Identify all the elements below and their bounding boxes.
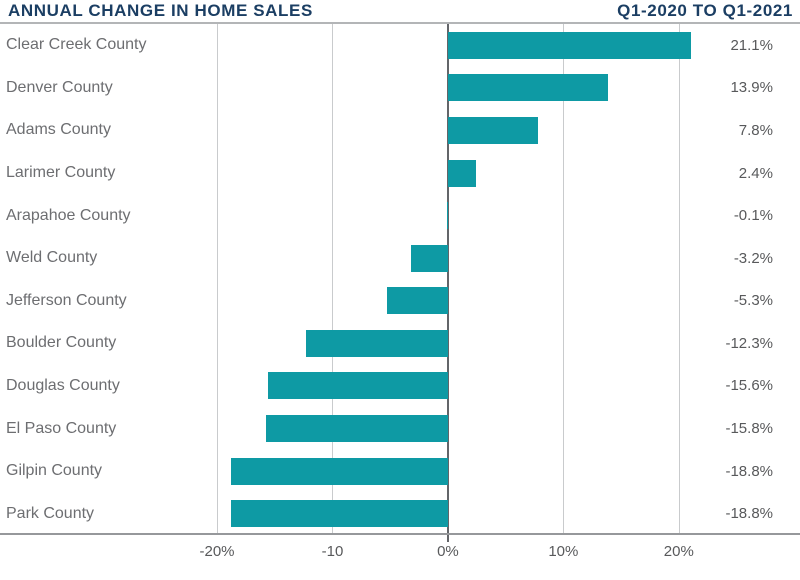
value-label-weld-county: -3.2% (733, 249, 773, 267)
x-tick-label-10: 10% (548, 543, 579, 560)
x-tick-label-20: 20% (663, 543, 694, 560)
category-label-jefferson-county: Jefferson County (6, 291, 127, 309)
value-label-arapahoe-county: -0.1% (733, 207, 773, 225)
zero-axis-line (446, 24, 449, 533)
gridline--20 (217, 24, 219, 533)
gridline-10 (563, 24, 565, 533)
bar-jefferson-county (386, 287, 448, 315)
value-label-clear-creek-county: 21.1% (730, 36, 773, 54)
value-label-denver-county: 13.9% (730, 79, 773, 97)
category-label-douglas-county: Douglas County (6, 376, 120, 394)
x-tick-label--10: -10 (321, 543, 344, 560)
category-label-denver-county: Denver County (6, 78, 113, 96)
bar-adams-county (447, 116, 538, 144)
category-label-park-county: Park County (6, 504, 95, 522)
category-label-adams-county: Adams County (6, 121, 111, 139)
chart-header: ANNUAL CHANGE IN HOME SALES Q1-2020 TO Q… (0, 0, 800, 24)
bar-clear-creek-county (447, 31, 692, 59)
category-label-larimer-county: Larimer County (6, 164, 116, 182)
chart-subtitle: Q1-2020 TO Q1-2021 (617, 1, 793, 20)
value-label-douglas-county: -15.6% (725, 377, 773, 395)
value-label-el-paso-county: -15.8% (725, 420, 773, 438)
gridline--10 (332, 24, 334, 533)
category-label-weld-county: Weld County (6, 249, 98, 267)
chart-plot-area: Clear Creek County 21.1% Denver County 13.9… (0, 24, 800, 535)
bar-larimer-county (447, 159, 476, 187)
category-label-el-paso-county: El Paso County (6, 419, 117, 437)
chart-title: ANNUAL CHANGE IN HOME SALES (8, 1, 313, 20)
zero-axis-tick (446, 535, 449, 542)
category-label-arapahoe-county: Arapahoe County (6, 206, 131, 224)
x-tick-label--20: -20% (199, 543, 235, 560)
bar-douglas-county (267, 372, 448, 400)
bar-weld-county (410, 244, 448, 272)
bar-gilpin-county (230, 457, 448, 485)
x-axis: -20% -10 0% 10% 20% (0, 535, 800, 576)
bar-arapahoe-county (446, 202, 448, 230)
category-label-clear-creek-county: Clear Creek County (6, 36, 147, 54)
bar-el-paso-county (265, 415, 448, 443)
value-label-park-county: -18.8% (725, 505, 773, 523)
bar-park-county (230, 500, 448, 528)
category-label-boulder-county: Boulder County (6, 334, 117, 352)
x-tick-label-0: 0% (437, 543, 459, 560)
value-label-adams-county: 7.8% (738, 121, 773, 139)
bar-boulder-county (305, 329, 448, 357)
gridline-20 (678, 24, 680, 533)
value-label-gilpin-county: -18.8% (725, 462, 773, 480)
value-label-larimer-county: 2.4% (738, 164, 773, 182)
bar-denver-county (447, 74, 609, 102)
value-label-boulder-county: -12.3% (725, 334, 773, 352)
category-label-gilpin-county: Gilpin County (6, 462, 103, 480)
value-label-jefferson-county: -5.3% (733, 292, 773, 310)
